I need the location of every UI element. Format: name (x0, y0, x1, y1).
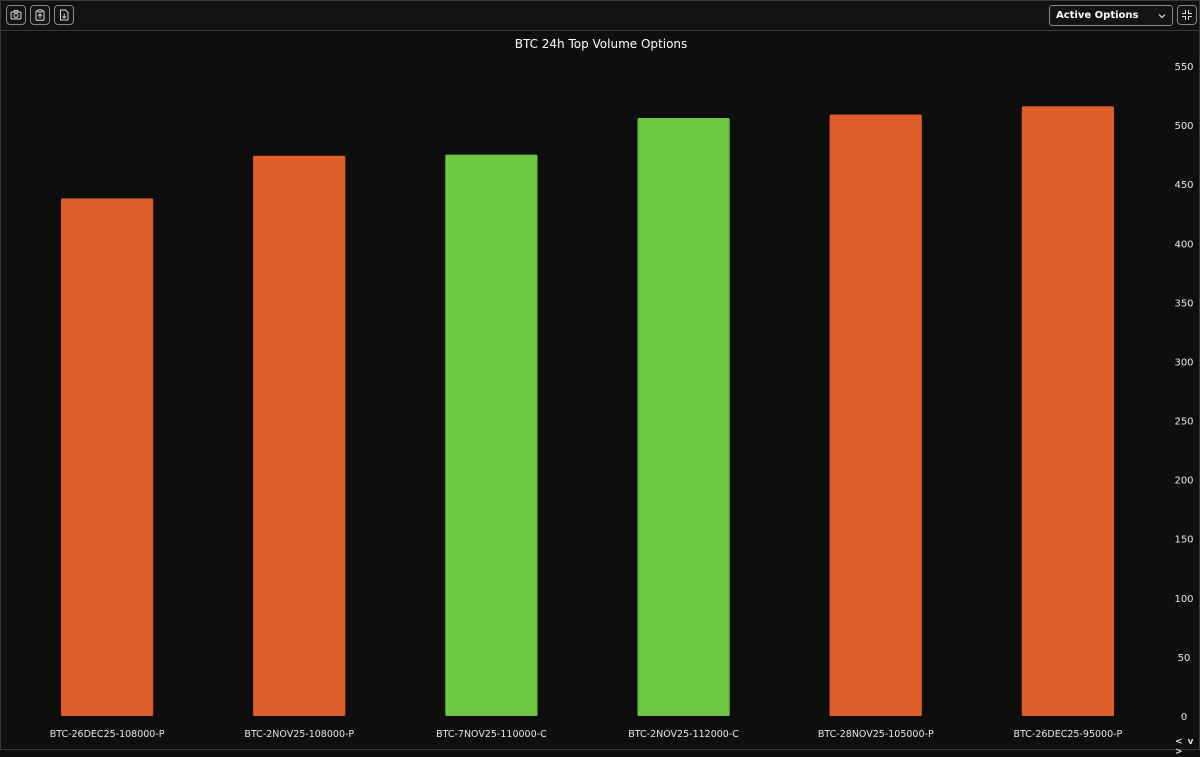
screenshot-button[interactable] (6, 5, 26, 25)
y-tick-label: 50 (1178, 653, 1191, 664)
bar-btc-26dec25-95000-p[interactable] (1021, 106, 1114, 716)
bar-btc-28nov25-105000-p[interactable] (829, 114, 922, 717)
y-tick-label: 150 (1174, 535, 1193, 546)
y-tick-label: 300 (1174, 358, 1193, 369)
options-dropdown[interactable]: Active Options (1049, 5, 1173, 26)
x-tick-label: BTC-2NOV25-108000-P (244, 729, 354, 740)
dropdown-selected-value: Active Options (1056, 10, 1139, 21)
bar-btc-2nov25-112000-c[interactable] (637, 118, 730, 716)
y-tick-label: 500 (1174, 121, 1193, 132)
download-button[interactable] (54, 5, 74, 25)
x-tick-label: BTC-26DEC25-95000-P (1014, 729, 1123, 740)
toolbar: Active Options (1, 1, 1199, 31)
y-tick-label: 0 (1181, 712, 1187, 723)
bar-btc-26dec25-108000-p[interactable] (61, 198, 154, 716)
file-download-icon (60, 9, 69, 21)
bar-btc-2nov25-108000-p[interactable] (253, 155, 346, 717)
chart-title: BTC 24h Top Volume Options (515, 37, 688, 51)
y-tick-label: 400 (1174, 239, 1193, 250)
y-tick-label: 550 (1174, 62, 1193, 73)
x-axis: BTC-26DEC25-108000-P BTC-2NOV25-108000-P B… (50, 729, 1123, 740)
collapse-icon (1182, 10, 1192, 20)
nav-arrows[interactable]: < v > (1175, 737, 1195, 757)
x-tick-label: BTC-2NOV25-112000-C (628, 729, 739, 740)
camera-icon (10, 10, 22, 20)
y-tick-label: 100 (1174, 594, 1193, 605)
y-tick-label: 250 (1174, 417, 1193, 428)
bars-group (61, 106, 1114, 717)
y-axis: 0 50 100 150 200 250 300 350 400 450 500 550 (1174, 62, 1193, 723)
chevron-down-icon (1158, 14, 1166, 19)
bar-btc-7nov25-110000-c[interactable] (445, 154, 538, 717)
x-tick-label: BTC-7NOV25-110000-C (436, 729, 547, 740)
x-tick-label: BTC-28NOV25-105000-P (818, 729, 934, 740)
copy-button[interactable] (30, 5, 50, 25)
y-tick-label: 350 (1174, 298, 1193, 309)
bar-chart: BTC 24h Top Volume Options 0 50 100 150 200 2… (50, 37, 1194, 740)
collapse-button[interactable] (1177, 5, 1197, 25)
x-tick-label: BTC-26DEC25-108000-P (50, 729, 165, 740)
y-tick-label: 450 (1174, 180, 1193, 191)
y-tick-label: 200 (1174, 476, 1193, 487)
clipboard-icon (35, 9, 45, 21)
